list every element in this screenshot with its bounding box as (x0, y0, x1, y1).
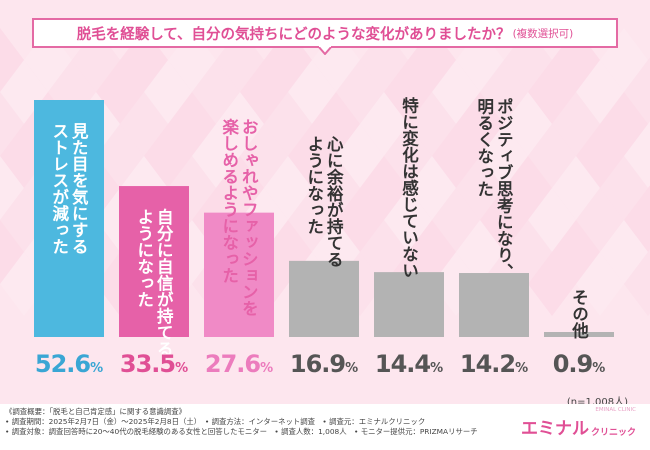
background-diamond (0, 92, 24, 156)
bar (204, 212, 274, 337)
background-diamond (576, 252, 624, 316)
bar (34, 100, 104, 337)
survey-note-line: • 調査対象：調査回答時に20〜40代の脱毛経験のある女性と回答したモニター •… (5, 427, 478, 437)
bar (544, 332, 614, 337)
footer: 《調査概要：「脱毛と自己肯定感」に関する意識調査》 • 調査期間：2025年2月… (0, 404, 650, 450)
chart-title: 脱毛を経験して、自分の気持ちにどのような変化がありましたか？ (76, 26, 511, 43)
bar-label: 見た目を気にする (69, 122, 89, 255)
value-label: 27.6% (205, 350, 273, 378)
background-diamond (528, 252, 576, 316)
background-diamond (624, 188, 650, 252)
value-label: 16.9% (290, 350, 358, 378)
bar (289, 260, 359, 337)
brand-logo: EMINAL CLINIC エミナル クリニック (520, 407, 636, 439)
bar-label: その他 (570, 289, 590, 339)
value-label: 52.6% (35, 350, 103, 378)
value-label: 0.9% (553, 350, 606, 378)
survey-note-line: • 調査期間：2025年2月7日（金）〜2025年2月8日（土） • 調査方法：… (5, 417, 426, 427)
survey-notes: 《調査概要：「脱毛と自己肯定感」に関する意識調査》 • 調査期間：2025年2月… (5, 407, 478, 438)
survey-note-line: 《調査概要：「脱毛と自己肯定感」に関する意識調査》 (5, 407, 187, 416)
value-label: 33.5% (120, 350, 188, 378)
bar-label: 特に変化は感じていない (400, 96, 419, 279)
brand-tagline: EMINAL CLINIC (595, 407, 636, 413)
bar (119, 186, 189, 337)
chart-title-note: (複数選択可) (512, 27, 574, 40)
background-diamond (0, 220, 24, 284)
bar-label: ストレスが減った (50, 123, 69, 255)
bar-label: 心に余裕が持てる (324, 135, 344, 268)
bar (459, 273, 529, 337)
background-diamond (624, 252, 650, 316)
chart-title-box: 脱毛を経験して、自分の気持ちにどのような変化がありましたか？ (複数選択可) (32, 18, 618, 48)
background-diamond (0, 28, 24, 92)
value-label: 14.4% (375, 350, 443, 378)
bar-label: 自分に自信が持てる (154, 207, 173, 357)
background-diamond (624, 124, 650, 188)
bar-label: 明るくなった (475, 98, 494, 197)
bar-label: ようになった (135, 209, 154, 308)
bar-label: ようになった (305, 135, 324, 234)
bar-label: 楽しめるようになった (220, 117, 239, 283)
background-diamond (0, 156, 24, 220)
sample-size: (n=1,008人) (566, 397, 628, 408)
value-label: 14.2% (460, 350, 528, 378)
title-notch (318, 46, 332, 55)
bar (374, 272, 444, 337)
background-diamond (624, 60, 650, 124)
brand-name: エミナル (520, 419, 589, 439)
bar-label: ポジティブ思考になり、 (494, 97, 514, 280)
brand-subname: クリニック (590, 428, 636, 438)
bar-label: おしゃれやファッションを (239, 118, 258, 317)
